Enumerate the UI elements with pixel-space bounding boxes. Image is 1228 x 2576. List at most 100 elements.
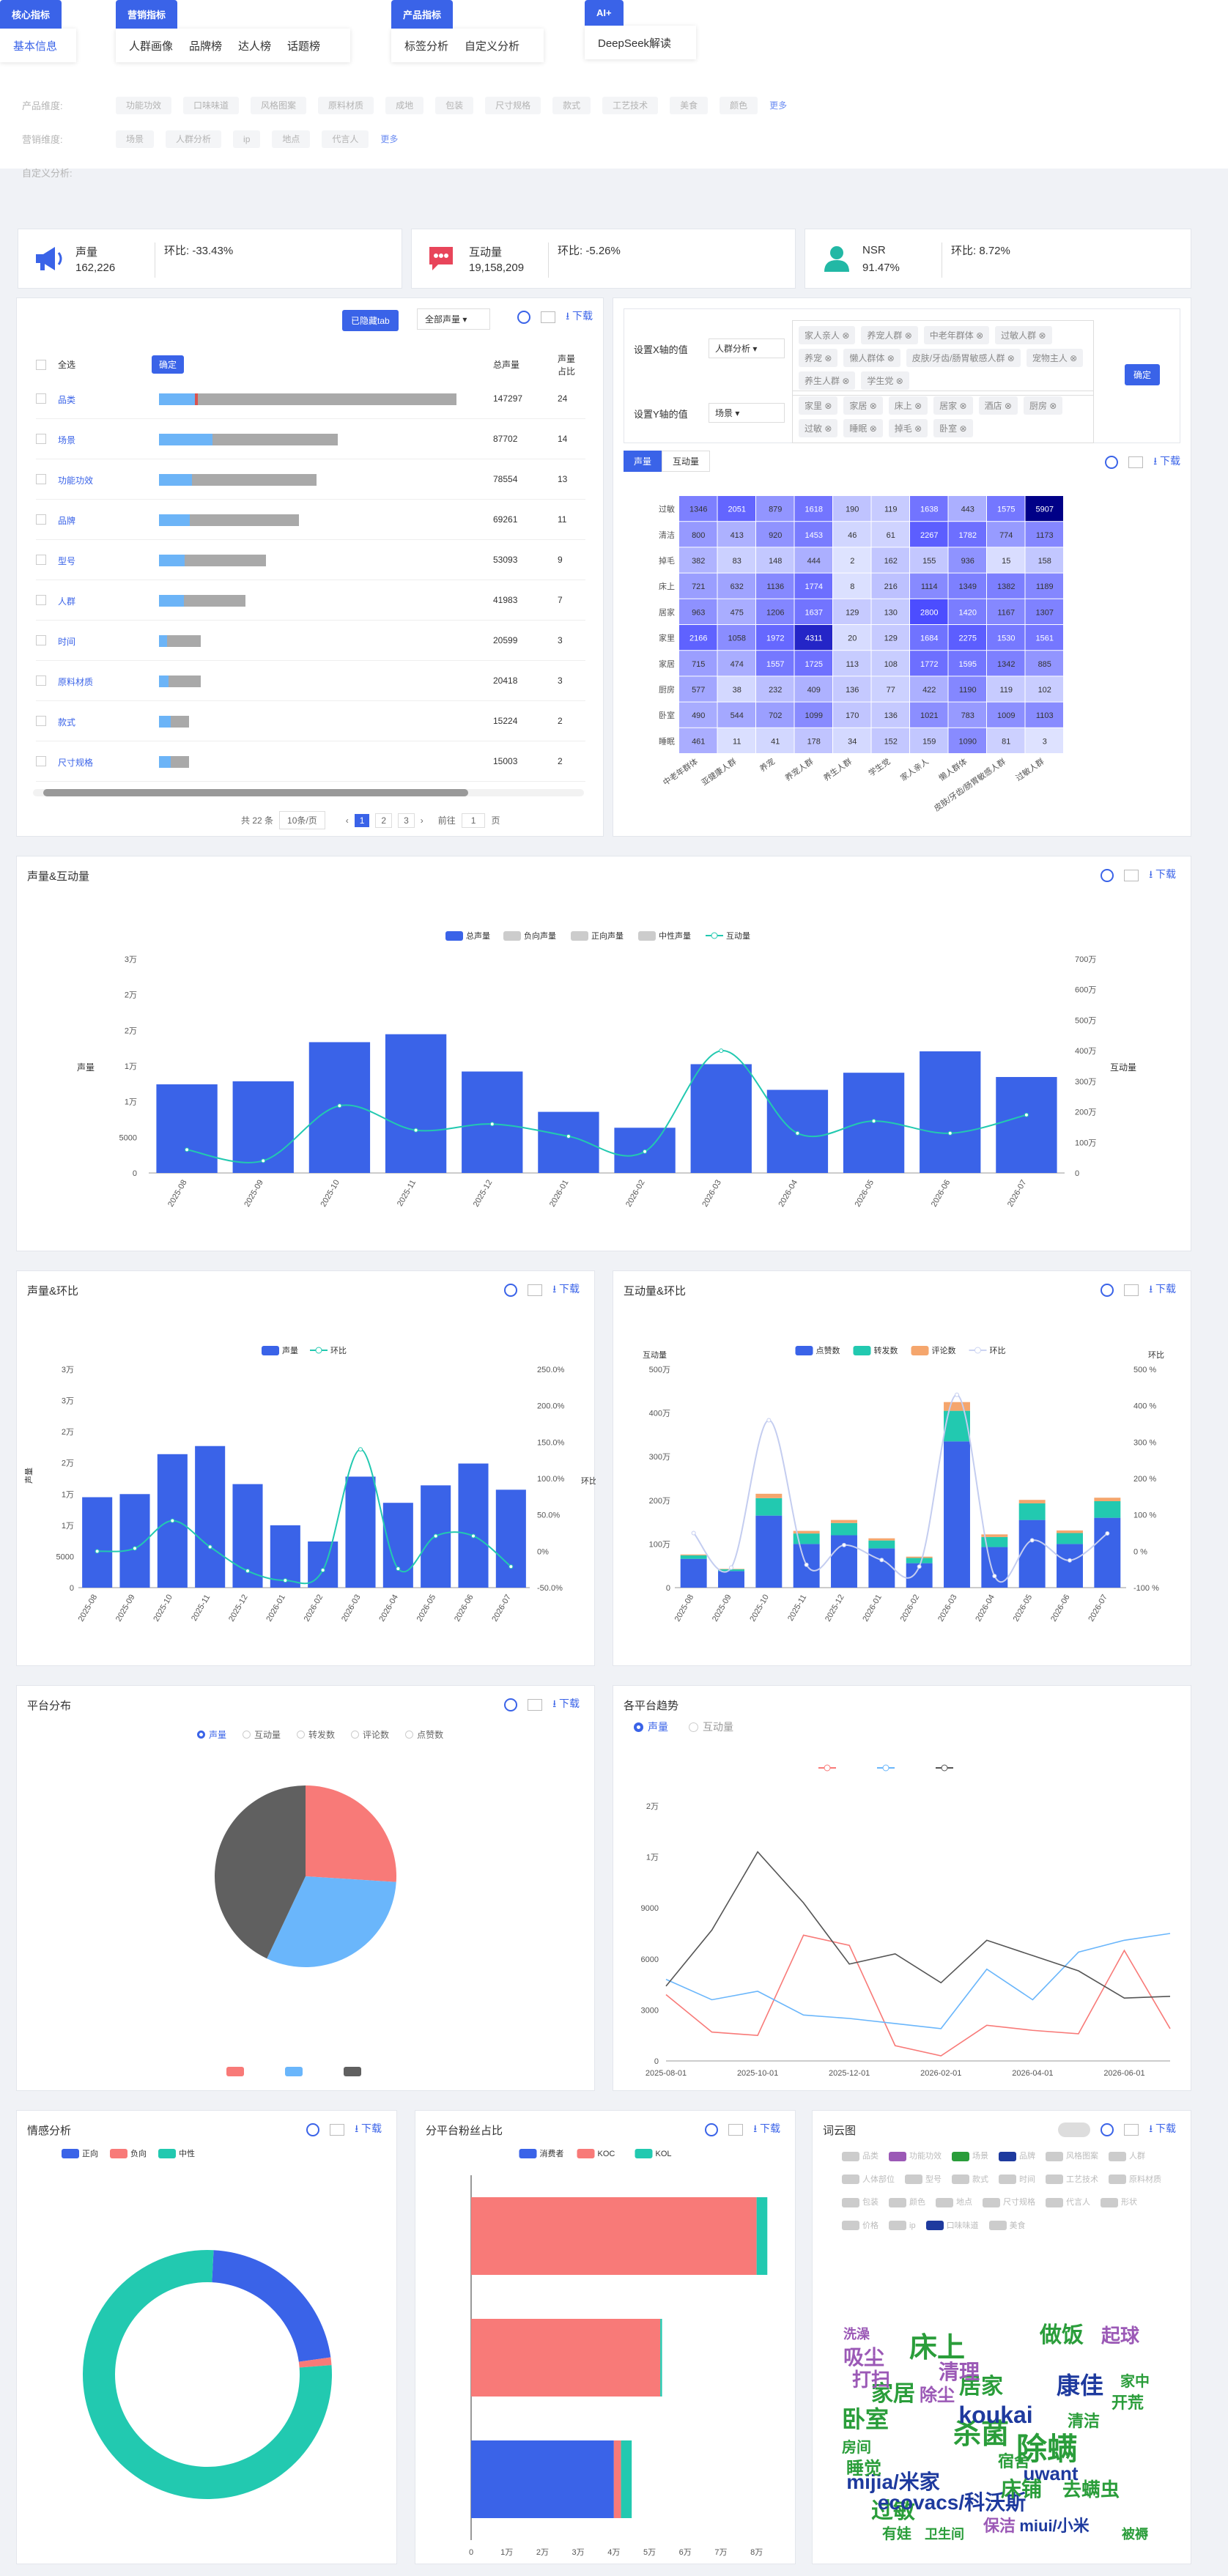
metric-radio[interactable]: 转发数 bbox=[297, 1728, 335, 1741]
filter-tag[interactable]: 包装 bbox=[435, 97, 474, 114]
x-axis-select[interactable]: 人群分析 ▾ bbox=[709, 338, 785, 358]
x-tag-select[interactable]: 家人亲人 ⊗ 养宠人群 ⊗ 中老年群体 ⊗ 过敏人群 ⊗ 养宠 ⊗ 懒人群体 ⊗ 皮肤/牙齿… bbox=[792, 320, 1094, 396]
table-icon[interactable] bbox=[330, 2124, 345, 2136]
filter-tag[interactable]: 尺寸规格 bbox=[485, 97, 541, 114]
word-cloud-tag[interactable]: 型号 bbox=[905, 2169, 942, 2190]
word-cloud-tag[interactable]: 工艺技术 bbox=[1046, 2169, 1098, 2190]
row-name[interactable]: 功能功效 bbox=[58, 475, 94, 486]
row-checkbox[interactable] bbox=[36, 716, 46, 726]
page-size-select[interactable]: 10条/页 bbox=[279, 811, 325, 829]
row-name[interactable]: 型号 bbox=[58, 556, 76, 566]
nav-tab-crowd[interactable]: 人群画像 bbox=[129, 40, 174, 53]
download-button[interactable]: ⭳ 下载 bbox=[552, 1698, 580, 1709]
row-checkbox[interactable] bbox=[36, 555, 46, 565]
horizontal-scrollbar[interactable] bbox=[33, 789, 584, 796]
history-icon[interactable] bbox=[1101, 869, 1114, 882]
row-checkbox[interactable] bbox=[36, 676, 46, 686]
word-cloud-tag[interactable]: 颜色 bbox=[889, 2192, 925, 2213]
row-checkbox[interactable] bbox=[36, 514, 46, 525]
nav-tab-basic-info[interactable]: 基本信息 bbox=[13, 40, 58, 53]
x-tag[interactable]: 养宠 ⊗ bbox=[799, 349, 838, 367]
row-name[interactable]: 场景 bbox=[58, 435, 76, 445]
filter-tag[interactable]: 代言人 bbox=[322, 130, 369, 148]
download-button[interactable]: ⭳ 下载 bbox=[1153, 455, 1180, 467]
word-cloud-tag[interactable]: 代言人 bbox=[1046, 2192, 1090, 2213]
filter-tag[interactable]: 美食 bbox=[670, 97, 709, 114]
word-cloud-tag[interactable]: 价格 bbox=[842, 2216, 879, 2236]
word-cloud-tag[interactable]: 人体部位 bbox=[842, 2169, 895, 2190]
word-cloud-tag[interactable]: 功能功效 bbox=[889, 2146, 942, 2166]
word-cloud-tag[interactable]: 形状 bbox=[1101, 2192, 1137, 2213]
history-icon[interactable] bbox=[504, 1698, 518, 1711]
word-cloud-tag[interactable]: 品类 bbox=[842, 2146, 879, 2166]
filter-tag[interactable]: 人群分析 bbox=[166, 130, 222, 148]
filter-tag[interactable]: ip bbox=[233, 130, 261, 148]
page-button[interactable]: 2 bbox=[375, 813, 393, 828]
x-tag[interactable]: 皮肤/牙齿/肠胃敏感人群 ⊗ bbox=[906, 349, 1021, 367]
row-name[interactable]: 原料材质 bbox=[58, 677, 94, 687]
filter-tag[interactable]: 原料材质 bbox=[318, 97, 374, 114]
y-tag[interactable]: 家里 ⊗ bbox=[799, 396, 838, 415]
word-cloud-tag[interactable]: 原料材质 bbox=[1109, 2169, 1161, 2190]
metric-radio[interactable]: 声量 bbox=[197, 1728, 226, 1741]
prev-page[interactable]: ‹ bbox=[345, 815, 349, 826]
word-cloud-tag[interactable]: 人群 bbox=[1109, 2146, 1145, 2166]
row-checkbox[interactable] bbox=[36, 635, 46, 645]
filter-tag[interactable]: 地点 bbox=[272, 130, 311, 148]
download-button[interactable]: ⭳ 下载 bbox=[1149, 2122, 1176, 2134]
word-cloud-tag[interactable]: 尺寸规格 bbox=[983, 2192, 1035, 2213]
more-link[interactable]: 更多 bbox=[769, 100, 788, 111]
x-tag[interactable]: 养宠人群 ⊗ bbox=[861, 326, 918, 344]
filter-tag[interactable]: 口味味道 bbox=[183, 97, 240, 114]
download-button[interactable]: ⭳ 下载 bbox=[552, 1283, 580, 1295]
nav-tab-brand-rank[interactable]: 品牌榜 bbox=[189, 40, 223, 53]
y-tag[interactable]: 床上 ⊗ bbox=[888, 396, 928, 415]
y-tag[interactable]: 厨房 ⊗ bbox=[1023, 396, 1063, 415]
table-icon[interactable] bbox=[1124, 1284, 1139, 1296]
y-tag[interactable]: 睡眠 ⊗ bbox=[843, 419, 883, 437]
table-icon[interactable] bbox=[541, 311, 556, 323]
page-button[interactable]: 3 bbox=[398, 813, 415, 828]
row-name[interactable]: 品类 bbox=[58, 395, 76, 405]
word-cloud-tag[interactable]: 地点 bbox=[936, 2192, 972, 2213]
metric-radio[interactable]: 评论数 bbox=[351, 1728, 389, 1741]
goto-input[interactable]: 1 bbox=[461, 813, 486, 828]
select-all-checkbox[interactable] bbox=[36, 359, 46, 370]
nav-tab-tag-analysis[interactable]: 标签分析 bbox=[404, 40, 449, 53]
word-cloud-tag[interactable]: 品牌 bbox=[999, 2146, 1035, 2166]
word-cloud-tag[interactable]: 时间 bbox=[999, 2169, 1035, 2190]
table-icon[interactable] bbox=[528, 1699, 543, 1711]
nav-tab-kol-rank[interactable]: 达人榜 bbox=[238, 40, 272, 53]
y-tag[interactable]: 卧室 ⊗ bbox=[933, 419, 973, 437]
download-button[interactable]: ⭳ 下载 bbox=[566, 310, 593, 322]
row-checkbox[interactable] bbox=[36, 595, 46, 605]
history-icon[interactable] bbox=[705, 2123, 719, 2136]
download-button[interactable]: ⭳ 下载 bbox=[753, 2122, 780, 2134]
row-checkbox[interactable] bbox=[36, 434, 46, 444]
word-cloud-tag[interactable]: 风格图案 bbox=[1046, 2146, 1098, 2166]
word-cloud-tag[interactable]: 款式 bbox=[952, 2169, 988, 2190]
table-icon[interactable] bbox=[1124, 2124, 1139, 2136]
y-axis-select[interactable]: 场景 ▾ bbox=[709, 403, 785, 423]
y-tag-select[interactable]: 家里 ⊗ 家居 ⊗ 床上 ⊗ 居家 ⊗ 酒店 ⊗ 厨房 ⊗ 过敏 ⊗ 睡眠 ⊗ 掉毛 ⊗ 卧室 ⊗ bbox=[792, 391, 1094, 443]
y-tag[interactable]: 酒店 ⊗ bbox=[978, 396, 1018, 415]
confirm-button[interactable]: 确定 bbox=[152, 355, 185, 374]
table-icon[interactable] bbox=[1124, 870, 1139, 881]
history-icon[interactable] bbox=[504, 1284, 518, 1297]
download-button[interactable]: ⭳ 下载 bbox=[1149, 1283, 1176, 1295]
x-tag[interactable]: 过敏人群 ⊗ bbox=[995, 326, 1052, 344]
word-cloud-tag[interactable]: 包装 bbox=[842, 2192, 879, 2213]
history-icon[interactable] bbox=[1105, 456, 1119, 469]
history-icon[interactable] bbox=[1101, 2123, 1114, 2136]
next-page[interactable]: › bbox=[420, 815, 423, 826]
filter-tag[interactable]: 款式 bbox=[552, 97, 591, 114]
nav-tab-topic-rank[interactable]: 话题榜 bbox=[287, 40, 321, 53]
y-tag[interactable]: 过敏 ⊗ bbox=[799, 419, 838, 437]
nav-tab-deepseek[interactable]: DeepSeek解读 bbox=[598, 37, 672, 50]
word-cloud-tag[interactable]: ip bbox=[889, 2216, 916, 2236]
row-checkbox[interactable] bbox=[36, 474, 46, 484]
history-icon[interactable] bbox=[517, 311, 531, 324]
x-tag[interactable]: 宠物主人 ⊗ bbox=[1026, 349, 1084, 367]
row-name[interactable]: 尺寸规格 bbox=[58, 758, 94, 768]
metric-radio[interactable]: 互动量 bbox=[243, 1728, 281, 1741]
